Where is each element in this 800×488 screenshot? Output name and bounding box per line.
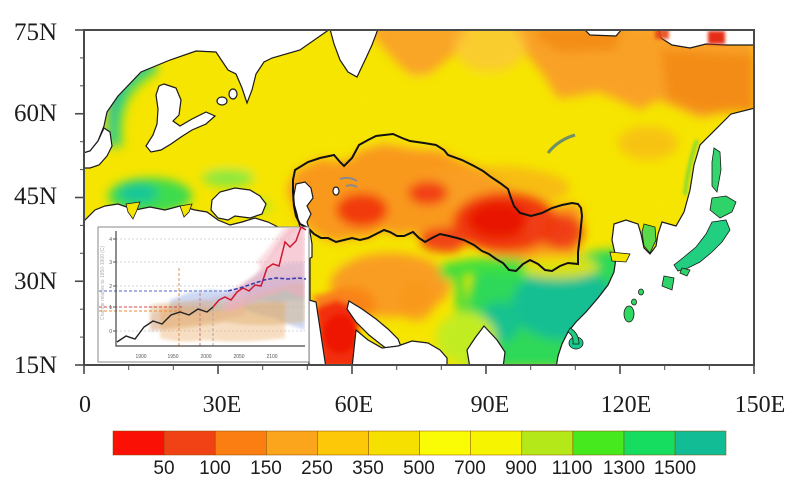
svg-text:45N: 45N	[14, 183, 57, 210]
svg-text:2050: 2050	[233, 354, 244, 360]
svg-text:1500: 1500	[654, 458, 696, 479]
svg-text:120E: 120E	[601, 392, 652, 418]
svg-text:75N: 75N	[14, 19, 57, 46]
svg-text:500: 500	[403, 458, 435, 479]
svg-text:900: 900	[505, 458, 537, 479]
svg-text:4: 4	[109, 237, 112, 243]
svg-text:350: 350	[352, 458, 384, 479]
svg-text:2100: 2100	[266, 354, 277, 360]
svg-text:150: 150	[250, 458, 282, 479]
svg-text:3: 3	[109, 260, 112, 266]
svg-text:2000: 2000	[200, 354, 211, 360]
svg-text:30E: 30E	[203, 392, 242, 418]
svg-text:0: 0	[109, 329, 112, 335]
svg-text:50: 50	[153, 458, 174, 479]
svg-text:2: 2	[109, 284, 112, 290]
svg-text:0: 0	[79, 392, 91, 418]
svg-text:1: 1	[109, 305, 112, 311]
svg-text:60E: 60E	[335, 392, 374, 418]
svg-text:100: 100	[199, 458, 231, 479]
svg-text:Change relative to 1850-1900 (: Change relative to 1850-1900 (C)	[100, 245, 106, 320]
svg-text:1100: 1100	[552, 458, 593, 479]
svg-text:15N: 15N	[14, 352, 57, 379]
svg-text:1950: 1950	[167, 354, 178, 360]
svg-text:250: 250	[301, 458, 333, 479]
svg-text:60N: 60N	[14, 100, 57, 127]
svg-text:1900: 1900	[135, 354, 146, 360]
svg-text:90E: 90E	[471, 392, 510, 418]
svg-text:700: 700	[454, 458, 486, 479]
svg-text:30N: 30N	[14, 268, 57, 295]
svg-text:150E: 150E	[735, 392, 786, 418]
svg-text:1300: 1300	[603, 458, 645, 479]
